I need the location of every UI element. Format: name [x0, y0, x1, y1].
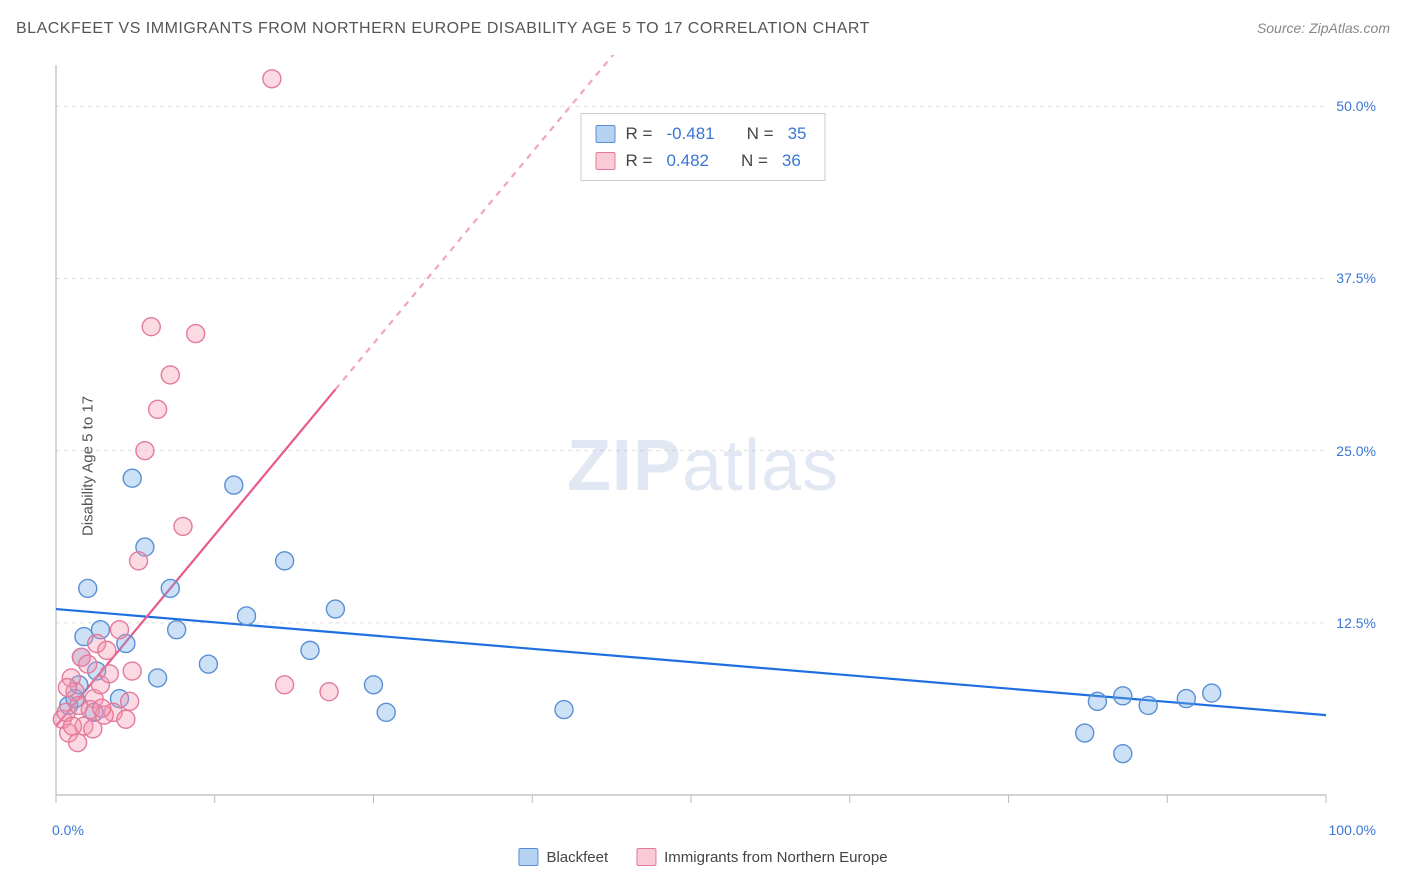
y-tick-label: 50.0% [1336, 98, 1376, 114]
legend-swatch [518, 848, 538, 866]
y-tick-label: 12.5% [1336, 615, 1376, 631]
legend-item: Blackfeet [518, 848, 608, 866]
legend: Blackfeet Immigrants from Northern Europ… [518, 848, 887, 866]
source-attribution: Source: ZipAtlas.com [1257, 20, 1390, 36]
chart-container: Disability Age 5 to 17 ZIPatlas 12.5%25.… [16, 55, 1390, 876]
y-axis-label: Disability Age 5 to 17 [80, 395, 97, 535]
series-swatch [596, 152, 616, 170]
r-value: 0.482 [662, 147, 713, 174]
n-value: 35 [784, 120, 811, 147]
legend-swatch [636, 848, 656, 866]
y-tick-label: 25.0% [1336, 443, 1376, 459]
chart-title: BLACKFEET VS IMMIGRANTS FROM NORTHERN EU… [16, 20, 870, 38]
correlation-row: R = 0.482 N = 36 [596, 147, 811, 174]
x-axis-max-label: 100.0% [1329, 822, 1376, 838]
legend-label: Immigrants from Northern Europe [664, 849, 887, 866]
legend-label: Blackfeet [546, 849, 608, 866]
correlation-legend: R = -0.481 N = 35 R = 0.482 N = 36 [581, 113, 826, 181]
legend-item: Immigrants from Northern Europe [636, 848, 887, 866]
n-value: 36 [778, 147, 805, 174]
series-swatch [596, 125, 616, 143]
r-value: -0.481 [662, 120, 718, 147]
x-axis-min-label: 0.0% [52, 822, 84, 838]
y-tick-label: 37.5% [1336, 270, 1376, 286]
correlation-row: R = -0.481 N = 35 [596, 120, 811, 147]
